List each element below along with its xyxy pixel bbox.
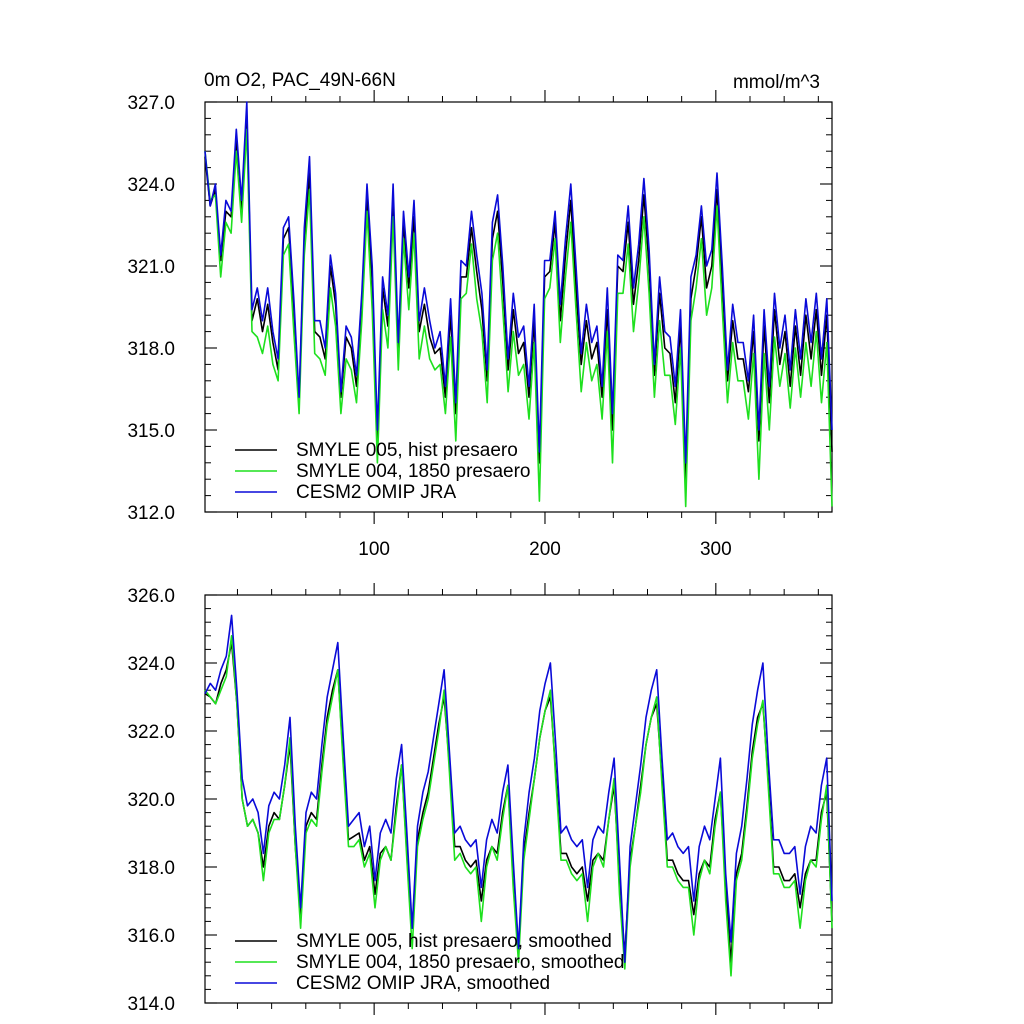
series-lines [204, 101, 833, 508]
y-tick-label: 326.0 [127, 586, 175, 607]
legend: SMYLE 005, hist presaero, smoothedSMYLE … [235, 931, 624, 994]
legend-label-omips: CESM2 OMIP JRA, smoothed [296, 973, 550, 994]
y-tick-label: 321.0 [127, 257, 175, 278]
legend-label-s005: SMYLE 005, hist presaero [296, 440, 518, 461]
y-tick-label: 327.0 [127, 93, 175, 114]
y-tick-label: 315.0 [127, 421, 175, 442]
legend-label-omip: CESM2 OMIP JRA [296, 482, 456, 503]
chart-title: 0m O2, PAC_49N-66N [204, 70, 396, 91]
x-tick-label: 100 [358, 539, 390, 560]
x-tick-label: 200 [529, 539, 561, 560]
plot-frame [204, 101, 833, 513]
y-tick-label: 324.0 [127, 654, 175, 675]
x-axis [236, 583, 819, 1015]
y-tick-label: 320.0 [127, 790, 175, 811]
y-tick-label: 318.0 [127, 858, 175, 879]
series-line-omip [204, 101, 833, 464]
series-line-omips [204, 614, 833, 964]
y-tick-label: 318.0 [127, 339, 175, 360]
units-label: mmol/m^3 [733, 72, 820, 93]
legend-label-s005s: SMYLE 005, hist presaero, smoothed [296, 931, 612, 952]
bottom-panel: 314.0 316.0 318.0 320.0 322.0 324.0 326.0 SMYL… [127, 583, 833, 1015]
y-axis: 312.0 315.0 318.0 321.0 324.0 327.0 [127, 93, 832, 524]
y-axis: 314.0 316.0 318.0 320.0 322.0 324.0 326.0 [127, 586, 832, 1015]
y-tick-label: 316.0 [127, 926, 175, 947]
x-tick-label: 300 [700, 539, 732, 560]
y-tick-label: 324.0 [127, 175, 175, 196]
y-tick-label: 312.0 [127, 503, 175, 524]
series-lines [204, 614, 833, 977]
series-line-s004 [204, 128, 833, 508]
legend-label-s004: SMYLE 004, 1850 presaero [296, 461, 531, 482]
x-axis: 100 200 300 [236, 90, 819, 560]
series-line-s005 [204, 114, 833, 481]
series-line-s004s [204, 634, 833, 977]
legend-label-s004s: SMYLE 004, 1850 presaero, smoothed [296, 952, 624, 973]
top-panel: 0m O2, PAC_49N-66N mmol/m^3 312.0315.031… [127, 70, 833, 560]
y-tick-label: 314.0 [127, 994, 175, 1015]
y-tick-label: 322.0 [127, 722, 175, 743]
